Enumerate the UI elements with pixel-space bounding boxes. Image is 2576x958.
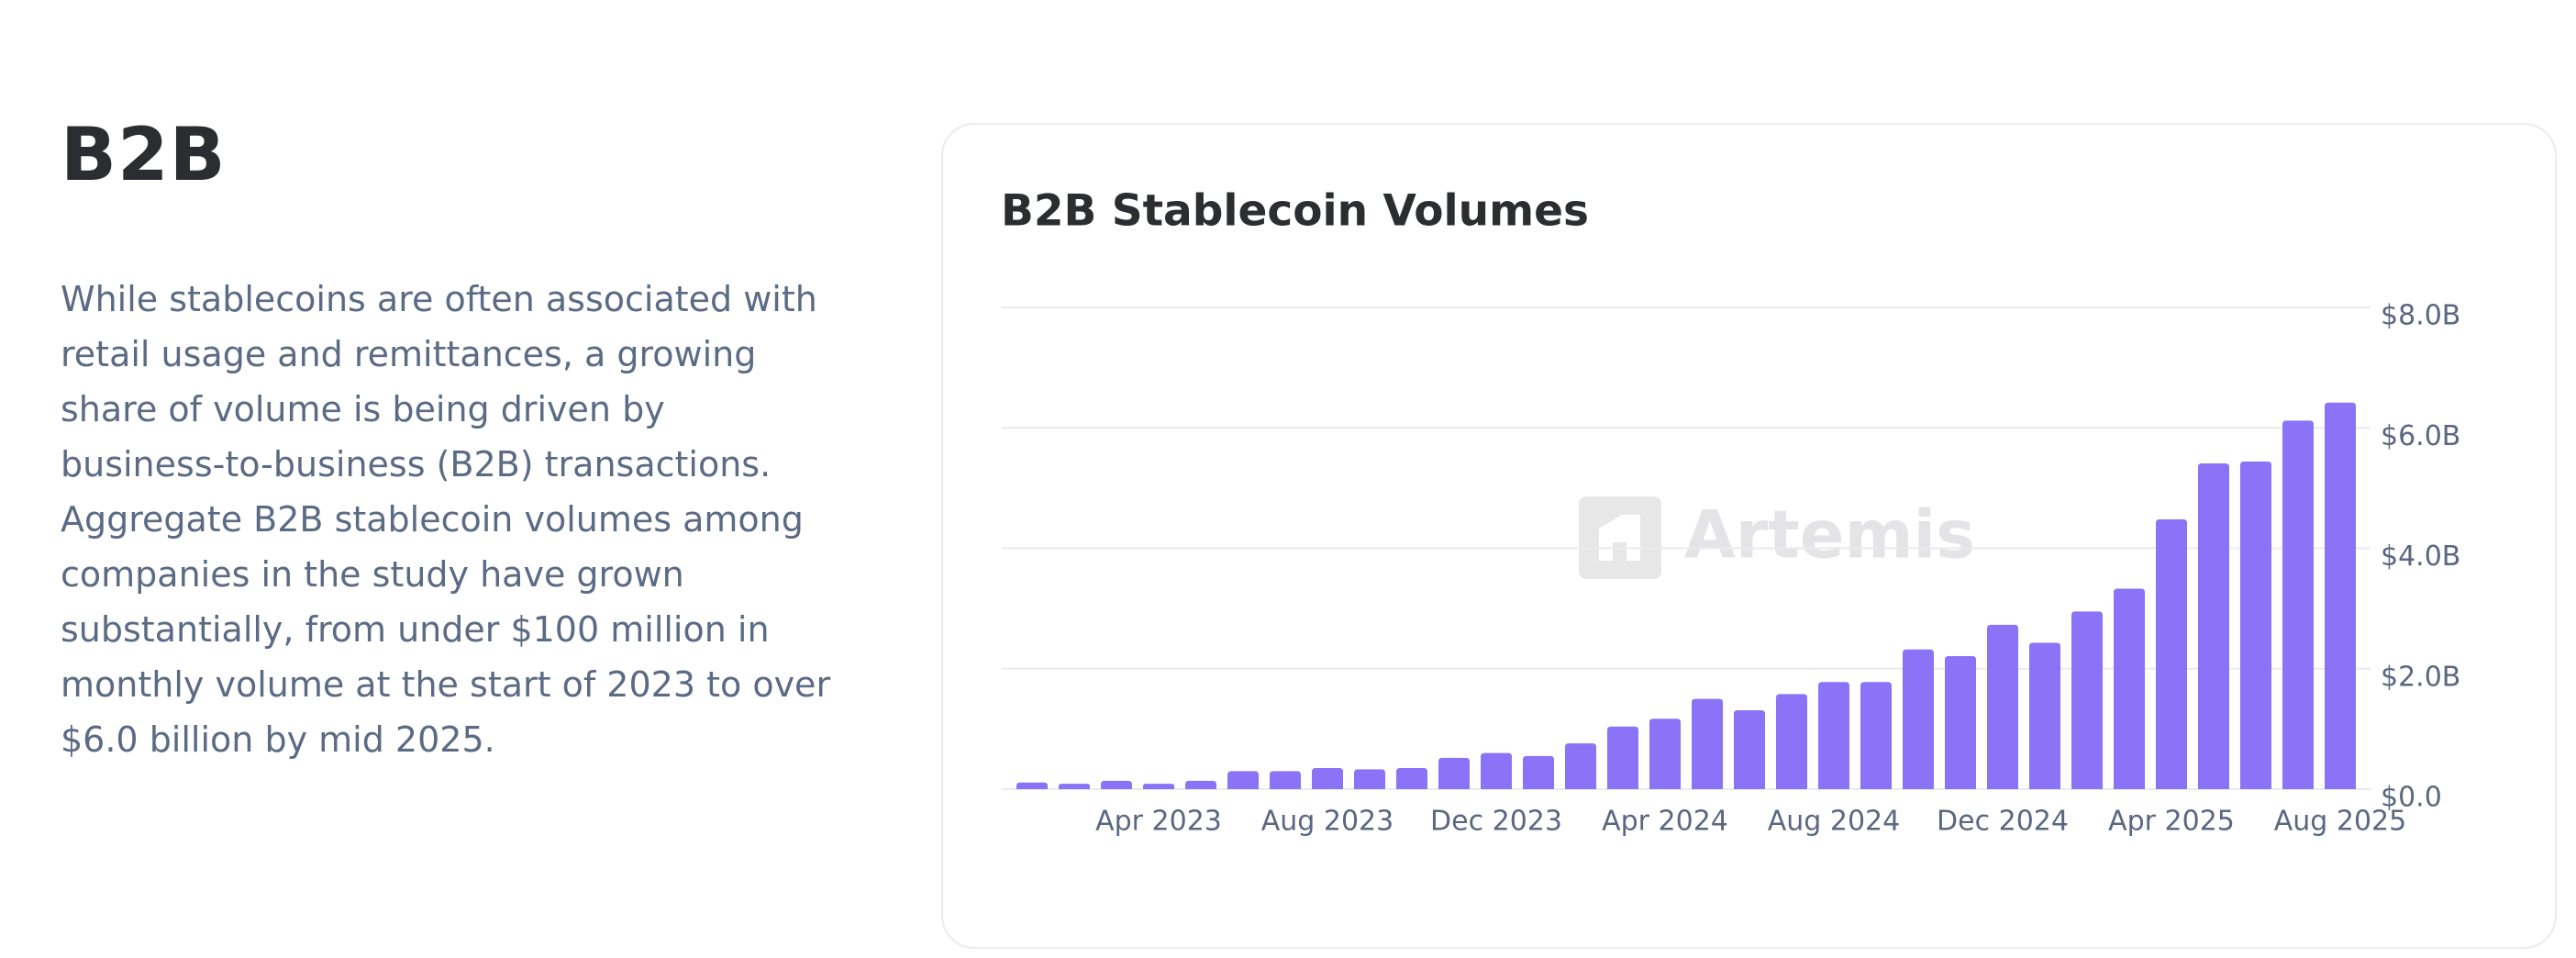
bar — [1396, 768, 1427, 789]
bar — [1227, 771, 1259, 789]
paragraph-line: While stablecoins are often associated w… — [61, 279, 817, 319]
bar — [2198, 462, 2229, 789]
chart-card: Artemis B2B Stablecoin Volumes $0.0 $2.0B… — [941, 123, 2557, 949]
x-tick-label: Aug 2024 — [1768, 806, 1900, 838]
paragraph-line: $6.0 billion by mid 2025. — [61, 719, 495, 760]
bar — [1101, 780, 1132, 789]
bar — [1903, 649, 1934, 789]
x-tick-label: Dec 2024 — [1937, 806, 2069, 838]
bar — [1692, 698, 1723, 789]
bar — [1734, 710, 1765, 789]
bar — [1565, 743, 1596, 789]
bar — [2114, 588, 2145, 789]
bar — [1185, 780, 1216, 789]
bar — [2325, 402, 2356, 789]
bar — [1438, 757, 1470, 789]
bar — [1354, 769, 1385, 789]
bar — [1270, 771, 1301, 789]
watermark: Artemis — [1684, 496, 1975, 574]
x-tick-label: Aug 2025 — [2274, 806, 2406, 838]
paragraph-line: share of volume is being driven by — [61, 389, 665, 429]
bar — [2282, 420, 2314, 789]
x-tick-label: Aug 2023 — [1261, 806, 1393, 838]
x-tick-label: Apr 2024 — [1602, 806, 1728, 838]
bar — [2240, 462, 2271, 789]
bar — [2029, 642, 2060, 789]
bar — [1523, 755, 1554, 789]
section-paragraph: While stablecoins are often associated w… — [61, 272, 868, 767]
x-tick-label: Apr 2025 — [2108, 806, 2235, 838]
bar — [1649, 718, 1681, 789]
watermark-icon — [1579, 496, 1661, 579]
bar — [1481, 752, 1512, 789]
paragraph-line: Aggregate B2B stablecoin volumes among — [61, 499, 804, 540]
chart: Artemis B2B Stablecoin Volumes $0.0 $2.0B… — [1001, 186, 2460, 838]
x-tick-label: Apr 2023 — [1095, 806, 1222, 838]
bar — [1945, 655, 1976, 789]
y-tick-label: $2.0B — [2381, 661, 2460, 693]
bar — [2156, 519, 2187, 789]
y-tick-label: $8.0B — [2381, 300, 2460, 332]
bar — [1143, 784, 1174, 789]
paragraph-line: business-to-business (B2B) transactions. — [61, 444, 772, 485]
paragraph-line: companies in the study have grown — [61, 554, 684, 595]
paragraph-line: substantially, from under $100 million i… — [61, 609, 770, 650]
bar — [1776, 694, 1807, 789]
paragraph-line: retail usage and remittances, a growing — [61, 334, 757, 374]
bar — [1860, 682, 1892, 789]
bar — [1016, 782, 1048, 789]
section-heading: B2B — [61, 112, 227, 197]
chart-title: B2B Stablecoin Volumes — [1001, 186, 1589, 237]
y-tick-label: $4.0B — [2381, 540, 2460, 573]
x-tick-label: Dec 2023 — [1430, 806, 1562, 838]
bar — [1818, 682, 1849, 789]
bar — [1059, 784, 1090, 789]
y-tick-label: $0.0 — [2381, 782, 2442, 814]
bar — [1312, 768, 1343, 789]
paragraph-line: monthly volume at the start of 2023 to o… — [61, 664, 831, 705]
y-tick-label: $6.0B — [2381, 420, 2460, 452]
bar — [1607, 726, 1638, 789]
bar — [1987, 624, 2018, 789]
bar — [2071, 611, 2103, 789]
